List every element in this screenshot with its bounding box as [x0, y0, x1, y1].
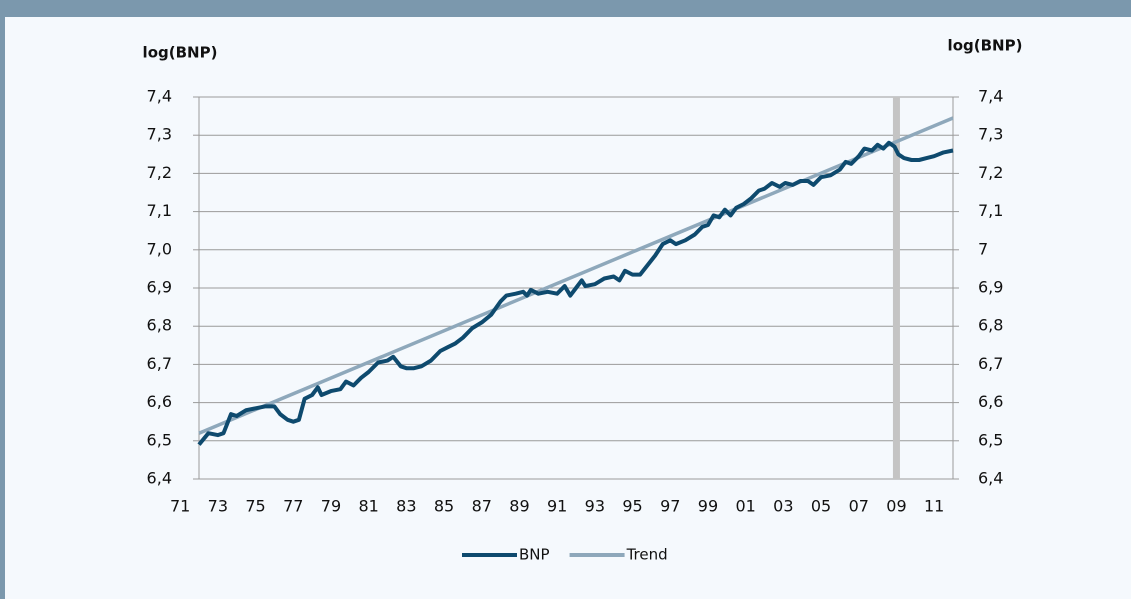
y-tick-label: 6,5 — [147, 430, 172, 449]
left-border — [0, 17, 5, 599]
y2-tick-label: 7,1 — [978, 201, 1003, 220]
y-axis-title: log(BNP) — [143, 44, 218, 62]
line-series — [197, 140, 954, 446]
x-tick-label: 77 — [283, 497, 303, 516]
y-tick-label: 7,0 — [147, 239, 172, 258]
y-tick-label: 6,4 — [147, 469, 172, 488]
y-tick-label: 6,7 — [147, 354, 172, 373]
x-tick-label: 93 — [585, 497, 605, 516]
y2-tick-label: 6,8 — [978, 316, 1003, 335]
x-tick-label: 87 — [472, 497, 492, 516]
y2-tick-label: 6,4 — [978, 469, 1003, 488]
line-series — [198, 116, 954, 435]
x-tick-label: 85 — [434, 497, 454, 516]
y2-tick-label: 7,4 — [978, 87, 1003, 106]
recession-bar — [892, 97, 900, 479]
x-tick-label: 73 — [208, 497, 228, 516]
legend-label: BNP — [519, 546, 550, 564]
x-tick-label: 05 — [811, 497, 831, 516]
x-tick-label: 07 — [849, 497, 869, 516]
y2-tick-label: 7 — [978, 239, 988, 258]
y2-tick-label: 6,9 — [978, 278, 1003, 297]
x-tick-label: 95 — [622, 497, 642, 516]
y2-tick-label: 7,2 — [978, 163, 1003, 182]
y-tick-label: 6,9 — [147, 278, 172, 297]
y-tick-label: 7,4 — [147, 87, 172, 106]
x-tick-label: 89 — [509, 497, 529, 516]
x-tick-label: 11 — [924, 497, 944, 516]
x-tick-label: 81 — [358, 497, 378, 516]
y2-tick-label: 6,6 — [978, 392, 1003, 411]
y-tick-label: 6,8 — [147, 316, 172, 335]
header-bar — [0, 0, 1131, 17]
x-tick-label: 97 — [660, 497, 680, 516]
y2-axis-title: log(BNP) — [948, 37, 1023, 55]
y2-tick-label: 7,3 — [978, 125, 1003, 144]
x-tick-label: 91 — [547, 497, 567, 516]
y-tick-label: 7,1 — [147, 201, 172, 220]
x-tick-label: 71 — [170, 497, 190, 516]
y-tick-label: 7,2 — [147, 163, 172, 182]
legend-label: Trend — [626, 546, 668, 564]
y2-tick-label: 6,5 — [978, 430, 1003, 449]
y2-tick-label: 6,7 — [978, 354, 1003, 373]
y-tick-label: 6,6 — [147, 392, 172, 411]
x-tick-label: 09 — [886, 497, 906, 516]
x-tick-label: 99 — [698, 497, 718, 516]
x-tick-label: 83 — [396, 497, 416, 516]
x-tick-label: 03 — [773, 497, 793, 516]
x-tick-label: 01 — [735, 497, 755, 516]
x-tick-label: 75 — [245, 497, 265, 516]
x-tick-label: 79 — [321, 497, 341, 516]
y-tick-label: 7,3 — [147, 125, 172, 144]
